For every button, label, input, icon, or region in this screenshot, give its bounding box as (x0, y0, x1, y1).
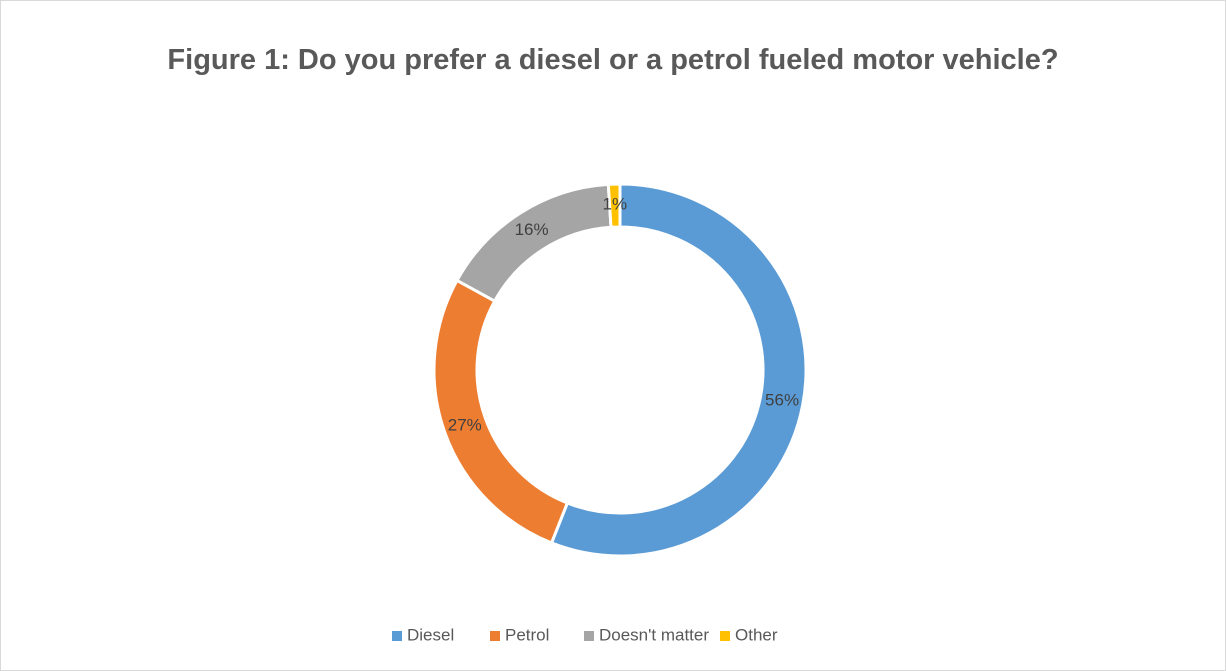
legend-swatch (490, 631, 500, 641)
legend-label: Diesel (407, 625, 454, 644)
data-label: 16% (515, 220, 549, 239)
legend-label: Petrol (505, 625, 549, 644)
donut-segment (606, 182, 622, 229)
donut-segment (432, 278, 570, 545)
legend-swatch (392, 631, 402, 641)
legend-label: Other (735, 625, 778, 644)
legend-label: Doesn't matter (599, 625, 709, 644)
donut-segment (549, 182, 808, 558)
legend-swatch (584, 631, 594, 641)
data-label: 56% (765, 390, 799, 409)
data-label: 27% (448, 415, 482, 434)
donut-segment (454, 182, 613, 304)
data-label: 1% (603, 195, 628, 214)
legend-swatch (720, 631, 730, 641)
chart-title: Figure 1: Do you prefer a diesel or a pe… (167, 44, 1059, 76)
